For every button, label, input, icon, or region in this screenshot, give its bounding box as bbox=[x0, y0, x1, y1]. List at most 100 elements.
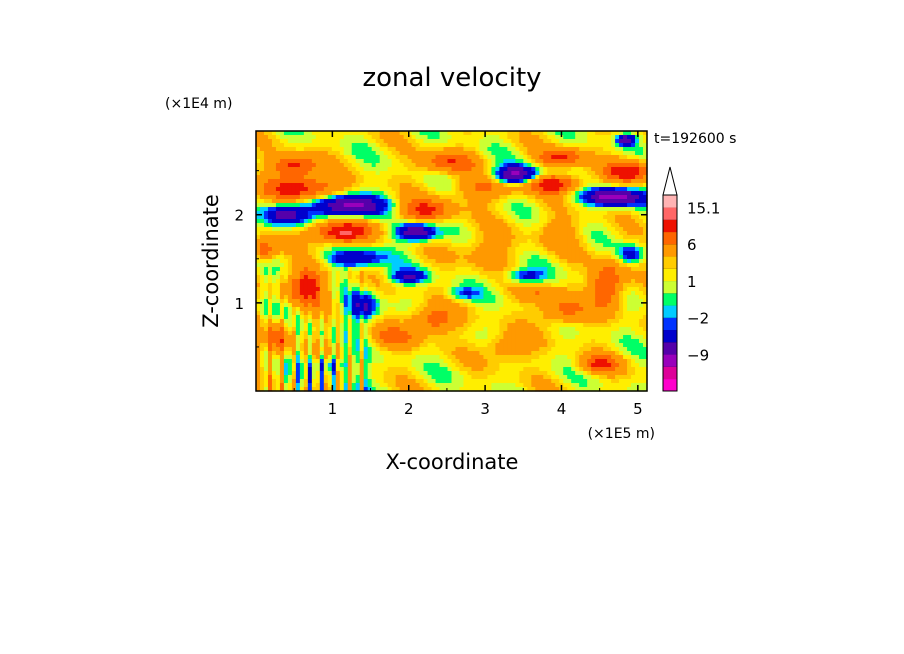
heatmap-cell bbox=[495, 243, 500, 248]
heatmap-cell bbox=[499, 275, 504, 280]
heatmap-cell bbox=[395, 203, 401, 208]
heatmap-cell bbox=[467, 319, 473, 324]
heatmap-cell bbox=[403, 307, 409, 312]
heatmap-cell bbox=[515, 239, 520, 244]
heatmap-cell bbox=[639, 203, 644, 208]
heatmap-cell bbox=[543, 155, 548, 160]
heatmap-cell bbox=[623, 151, 628, 156]
heatmap-cell bbox=[435, 271, 441, 276]
heatmap-cell bbox=[383, 159, 389, 164]
heatmap-cell bbox=[475, 307, 481, 312]
heatmap-cell bbox=[519, 155, 524, 160]
heatmap-cell bbox=[359, 219, 365, 224]
heatmap-cell bbox=[611, 167, 616, 172]
heatmap-cell bbox=[363, 195, 369, 200]
heatmap-cell bbox=[387, 327, 393, 332]
heatmap-cell bbox=[391, 211, 397, 216]
heatmap-cell bbox=[311, 331, 317, 336]
heatmap-cell bbox=[256, 291, 261, 296]
heatmap-cell bbox=[323, 151, 329, 156]
heatmap-cell bbox=[539, 307, 544, 312]
heatmap-cell bbox=[467, 331, 473, 336]
heatmap-cell bbox=[295, 279, 301, 284]
heatmap-cell bbox=[283, 131, 289, 136]
heatmap-cell bbox=[347, 251, 353, 256]
heatmap-cell bbox=[459, 315, 465, 320]
heatmap-cell bbox=[291, 223, 297, 228]
heatmap-cell bbox=[587, 155, 592, 160]
heatmap-cell bbox=[563, 247, 568, 252]
heatmap-cell bbox=[579, 151, 584, 156]
heatmap-cell bbox=[451, 195, 457, 200]
heatmap-cell bbox=[339, 231, 345, 236]
heatmap-cell bbox=[275, 223, 281, 228]
heatmap-cell bbox=[399, 159, 405, 164]
heatmap-cell bbox=[491, 219, 496, 224]
heatmap-cell bbox=[371, 203, 377, 208]
heatmap-cell bbox=[299, 155, 305, 160]
heatmap-cell bbox=[323, 307, 329, 312]
heatmap-cell bbox=[471, 259, 477, 264]
heatmap-cell bbox=[611, 295, 616, 300]
heatmap-cell bbox=[379, 135, 385, 140]
heatmap-cell bbox=[319, 219, 325, 224]
heatmap-cell bbox=[411, 131, 417, 136]
heatmap-cell bbox=[539, 271, 544, 276]
heatmap-cell bbox=[523, 159, 528, 164]
heatmap-cell bbox=[395, 219, 401, 224]
heatmap-cell bbox=[279, 255, 285, 260]
heatmap-cell bbox=[527, 307, 532, 312]
heatmap-cell bbox=[551, 247, 556, 252]
heatmap-cell bbox=[355, 303, 361, 308]
heatmap-cell bbox=[263, 187, 269, 192]
heatmap-cell bbox=[391, 139, 397, 144]
heatmap-cell bbox=[355, 251, 361, 256]
heatmap-cell bbox=[371, 251, 377, 256]
heatmap-cell bbox=[451, 307, 457, 312]
heatmap-cell bbox=[587, 283, 592, 288]
heatmap-cell bbox=[319, 147, 325, 152]
heatmap-cell bbox=[579, 143, 584, 148]
heatmap-cell bbox=[643, 327, 648, 332]
heatmap-cell bbox=[579, 171, 584, 176]
heatmap-cell bbox=[279, 271, 285, 276]
heatmap-cell bbox=[507, 207, 512, 212]
heatmap-cell bbox=[591, 215, 596, 220]
heatmap-cell bbox=[535, 131, 540, 136]
heatmap-cell bbox=[643, 303, 648, 308]
heatmap-cell bbox=[643, 191, 648, 196]
heatmap-cell bbox=[411, 163, 417, 168]
heatmap-cell bbox=[355, 311, 361, 316]
heatmap-cell bbox=[431, 203, 437, 208]
heatmap-cell bbox=[495, 251, 500, 256]
heatmap-cell bbox=[431, 287, 437, 292]
heatmap-cell bbox=[463, 271, 469, 276]
heatmap-cell bbox=[403, 287, 409, 292]
heatmap-cell bbox=[571, 139, 576, 144]
heatmap-cell bbox=[607, 215, 612, 220]
heatmap-cell bbox=[371, 303, 377, 308]
heatmap-cell bbox=[435, 247, 441, 252]
heatmap-cell bbox=[307, 183, 313, 188]
heatmap-cell bbox=[283, 219, 289, 224]
heatmap-cell bbox=[383, 307, 389, 312]
heatmap-cell bbox=[411, 211, 417, 216]
heatmap-cell bbox=[391, 267, 397, 272]
heatmap-cell bbox=[419, 179, 425, 184]
heatmap-cell bbox=[279, 235, 285, 240]
heatmap-cell bbox=[359, 255, 365, 260]
heatmap-cell bbox=[363, 239, 369, 244]
heatmap-cell bbox=[463, 319, 469, 324]
heatmap-cell bbox=[407, 183, 413, 188]
heatmap-cell bbox=[487, 159, 492, 164]
heatmap-cell bbox=[256, 331, 261, 336]
heatmap-cell bbox=[475, 139, 481, 144]
heatmap-cell bbox=[375, 131, 381, 136]
heatmap-cell bbox=[351, 275, 357, 280]
heatmap-cell bbox=[451, 147, 457, 152]
heatmap-cell bbox=[311, 151, 317, 156]
heatmap-cell bbox=[523, 191, 528, 196]
heatmap-cell bbox=[623, 167, 628, 172]
heatmap-cell bbox=[491, 227, 496, 232]
heatmap-cell bbox=[543, 251, 548, 256]
